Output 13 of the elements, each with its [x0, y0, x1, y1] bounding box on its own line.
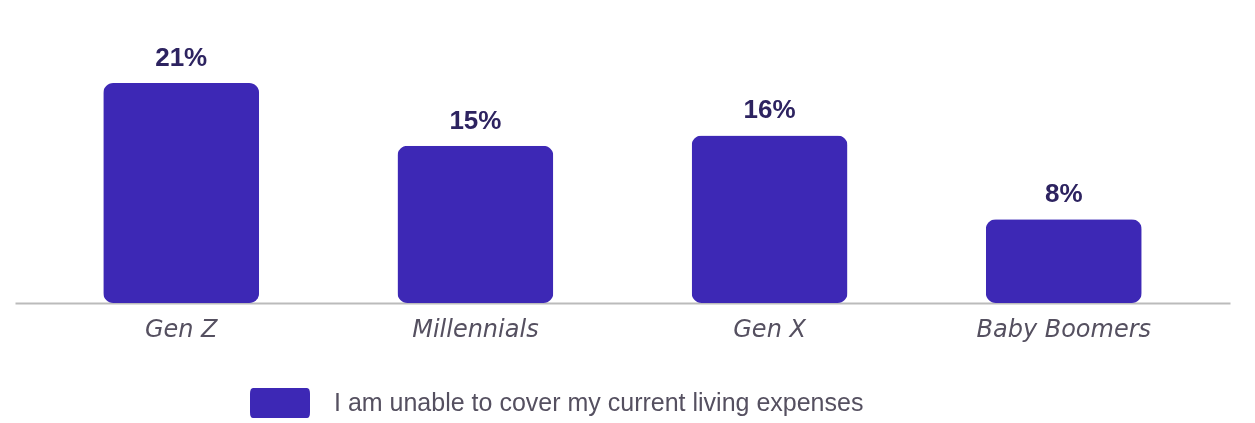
x-tick-label: Millennials — [412, 314, 539, 343]
bar — [985, 219, 1142, 303]
legend-label: I am unable to cover my current living expenses — [334, 388, 864, 416]
bar — [103, 83, 260, 303]
data-label: 8% — [1044, 178, 1083, 209]
x-tick-label: Baby Boomers — [976, 314, 1152, 343]
bar — [691, 135, 848, 303]
data-label: 21% — [155, 42, 208, 72]
x-tick-label: Gen X — [733, 314, 807, 343]
bar — [397, 145, 554, 303]
x-tick-label: Gen Z — [144, 314, 219, 343]
data-label: 15% — [449, 104, 502, 135]
data-label: 16% — [743, 94, 796, 125]
